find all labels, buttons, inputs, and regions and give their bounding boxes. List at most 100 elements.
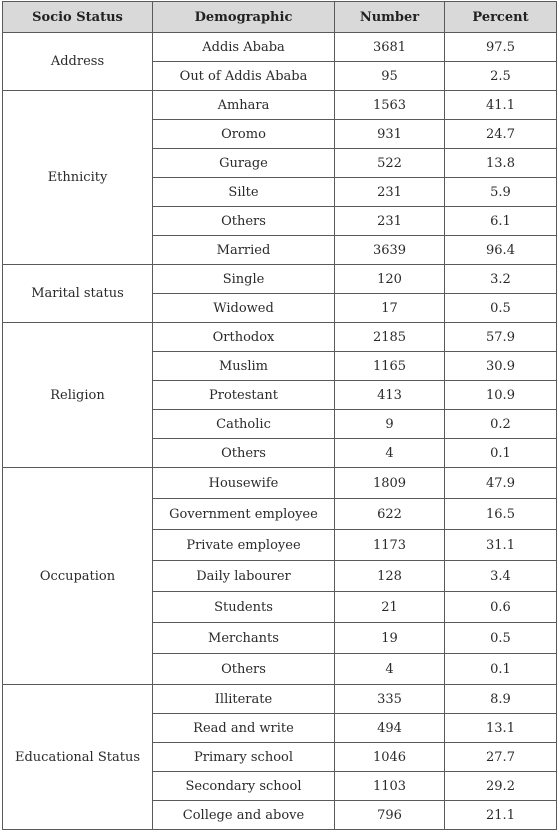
socio-status-cell: Marital status [2,264,153,323]
socio-status-cell: Educational Status [2,684,153,830]
demographic-cell: Read and write [152,713,335,743]
number-cell: 1563 [334,90,445,120]
percent-cell: 24.7 [444,119,557,149]
number-cell: 4 [334,438,445,468]
demographic-cell: Housewife [152,467,335,499]
percent-cell: 3.2 [444,264,557,294]
number-cell: 1046 [334,742,445,772]
percent-cell: 41.1 [444,90,557,120]
demographic-cell: Private employee [152,529,335,561]
table-row: Others 4 0.1 [3,653,557,685]
percent-cell: 13.1 [444,713,557,743]
table-row: Others 4 0.1 [3,438,557,468]
number-cell: 1809 [334,467,445,499]
number-cell: 522 [334,148,445,178]
number-cell: 494 [334,713,445,743]
demographic-cell: Oromo [152,119,335,149]
demographic-cell: Daily labourer [152,560,335,592]
percent-cell: 21.1 [444,800,557,830]
socio-status-cell: Religion [2,322,153,468]
table-row: Address Addis Ababa 3681 97.5 [2,32,557,91]
header-socio-status: Socio Status [2,1,153,33]
demographic-cell: Widowed [152,293,335,323]
demographic-cell: Silte [152,177,335,207]
table-row: Oromo 931 24.7 [3,119,557,149]
demographic-cell: Amhara [152,90,335,120]
table-row: Silte 231 5.9 [3,177,557,207]
percent-cell: 0.1 [444,438,557,468]
percent-cell: 47.9 [444,467,557,499]
number-cell: 3639 [334,235,445,265]
demographic-cell: Catholic [152,409,335,439]
percent-cell: 10.9 [444,380,557,410]
table-row: Muslim 1165 30.9 [3,351,557,381]
demographic-cell: Gurage [152,148,335,178]
demographic-cell: Others [152,438,335,468]
number-cell: 4 [334,653,445,685]
table-row: Out of Addis Ababa 95 2.5 [3,61,557,91]
number-cell: 335 [334,684,445,714]
number-cell: 3681 [334,32,445,62]
table-row: Merchants 19 0.5 [3,622,557,654]
table-row: Ethnicity Amhara 1563 41.1 [2,90,557,265]
table-row: Others 231 6.1 [3,206,557,236]
table-row: Marital status Single 120 3.2 [2,264,557,323]
percent-cell: 96.4 [444,235,557,265]
number-cell: 95 [334,61,445,91]
header-row: Socio Status Demographic Number Percent [2,1,557,33]
demographic-cell: Merchants [152,622,335,654]
table-row: Educational Status Illiterate 335 8.9 [2,684,557,830]
table-row: Government employee 622 16.5 [3,498,557,530]
table-row: Religion Orthodox 2185 57.9 [2,322,557,468]
number-cell: 231 [334,177,445,207]
percent-cell: 6.1 [444,206,557,236]
demographic-cell: Students [152,591,335,623]
number-cell: 622 [334,498,445,530]
demographic-cell: Secondary school [152,771,335,801]
table-row: Primary school 1046 27.7 [3,742,557,772]
socio-status-cell: Ethnicity [2,90,153,265]
percent-cell: 2.5 [444,61,557,91]
demographic-cell: Illiterate [152,684,335,714]
number-cell: 1165 [334,351,445,381]
demographic-cell: Others [152,206,335,236]
number-cell: 1103 [334,771,445,801]
percent-cell: 3.4 [444,560,557,592]
number-cell: 231 [334,206,445,236]
demographic-cell: College and above [152,800,335,830]
percent-cell: 13.8 [444,148,557,178]
demographic-cell: Married [152,235,335,265]
percent-cell: 29.2 [444,771,557,801]
demographic-cell: Out of Addis Ababa [152,61,335,91]
table-row: Private employee 1173 31.1 [3,529,557,561]
percent-cell: 16.5 [444,498,557,530]
number-cell: 128 [334,560,445,592]
percent-cell: 31.1 [444,529,557,561]
number-cell: 931 [334,119,445,149]
socio-status-cell: Address [2,32,153,91]
header-number: Number [334,1,445,33]
percent-cell: 57.9 [444,322,557,352]
table-row: Married 3639 96.4 [3,235,557,265]
percent-cell: 97.5 [444,32,557,62]
table-row: Protestant 413 10.9 [3,380,557,410]
header-percent: Percent [444,1,557,33]
number-cell: 413 [334,380,445,410]
number-cell: 21 [334,591,445,623]
number-cell: 19 [334,622,445,654]
number-cell: 120 [334,264,445,294]
table-row: Catholic 9 0.2 [3,409,557,439]
table-row: Widowed 17 0.5 [3,293,557,323]
number-cell: 796 [334,800,445,830]
socio-status-cell: Occupation [2,467,153,685]
percent-cell: 0.2 [444,409,557,439]
table-row: Occupation Housewife 1809 47.9 [2,467,557,685]
table-row: Read and write 494 13.1 [3,713,557,743]
percent-cell: 0.5 [444,293,557,323]
table-row: Daily labourer 128 3.4 [3,560,557,592]
demographic-cell: Others [152,653,335,685]
demographic-cell: Muslim [152,351,335,381]
percent-cell: 0.1 [444,653,557,685]
